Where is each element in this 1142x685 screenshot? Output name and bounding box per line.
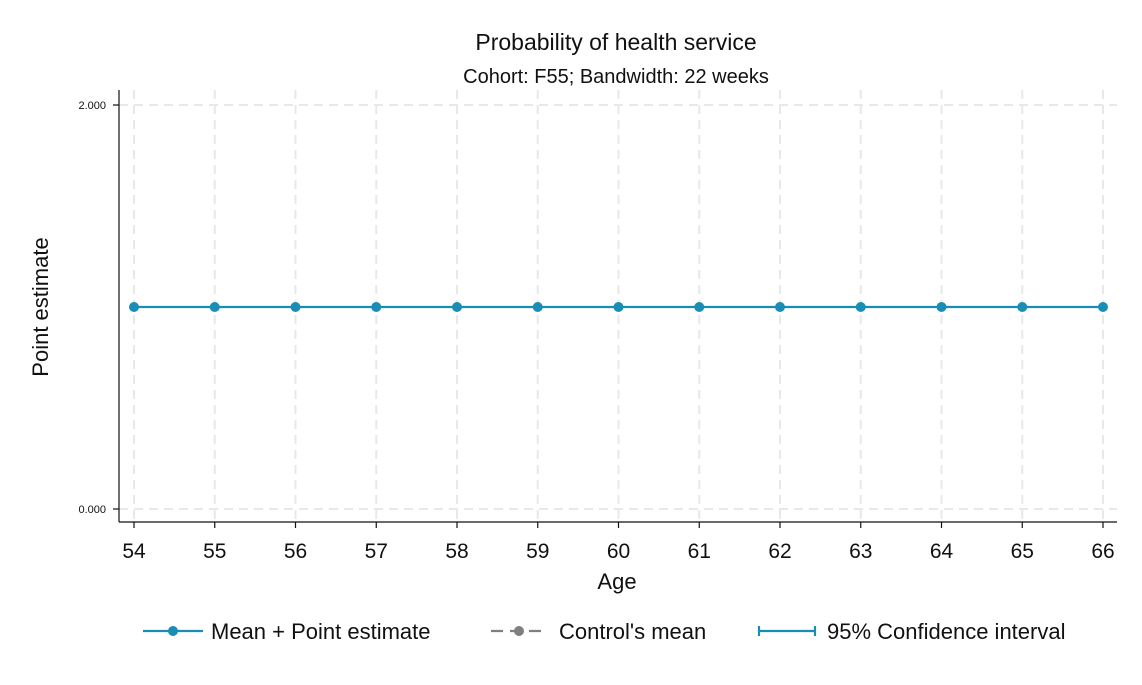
legend-label: Control's mean [559, 619, 706, 644]
data-point [452, 302, 462, 312]
series-group [129, 302, 1108, 312]
x-tick-label: 58 [445, 540, 468, 563]
data-point [290, 302, 301, 312]
x-tick-label: 66 [1091, 540, 1114, 563]
chart-title: Probability of health service [475, 29, 756, 55]
x-tick-label: 56 [284, 540, 307, 563]
data-point [613, 302, 624, 312]
x-tick-label: 61 [688, 540, 711, 563]
data-point [855, 302, 866, 312]
data-point [129, 302, 139, 312]
x-tick-label: 54 [122, 540, 146, 563]
y-tick-label: 2.000 [78, 100, 106, 112]
data-point [532, 302, 543, 312]
legend-item: 95% Confidence interval [757, 619, 1065, 644]
data-point [1098, 302, 1108, 312]
x-tick-label: 64 [930, 540, 954, 563]
x-tick-label: 65 [1011, 540, 1034, 563]
legend-label: Mean + Point estimate [211, 619, 431, 644]
legend-item: Control's mean [491, 619, 706, 644]
legend: Mean + Point estimate Control's mean 95% C… [143, 619, 1065, 644]
y-axis-title: Point estimate [28, 237, 53, 376]
legend-swatch-marker [168, 626, 178, 636]
x-tick-label: 55 [203, 540, 226, 563]
x-tick-label: 60 [607, 540, 630, 563]
x-tick-label: 59 [526, 540, 549, 563]
y-tick-label: 0.000 [78, 504, 106, 516]
x-tick-label: 63 [849, 540, 872, 563]
data-point [371, 302, 382, 312]
x-tick-label: 62 [768, 540, 791, 563]
legend-item: Mean + Point estimate [143, 619, 431, 644]
x-tick-label: 57 [365, 540, 388, 563]
chart-subtitle: Cohort: F55; Bandwidth: 22 weeks [463, 66, 769, 88]
legend-label: 95% Confidence interval [827, 619, 1065, 644]
data-point [936, 302, 947, 312]
x-axis-title: Age [597, 569, 636, 594]
data-point [694, 302, 705, 312]
legend-swatch-marker [514, 626, 524, 636]
data-point [775, 302, 785, 312]
axes: 54 55 56 57 58 59 60 61 62 63 64 65 66 0.000 2.000 [78, 90, 1117, 563]
data-point [1017, 302, 1028, 312]
data-point [209, 302, 220, 312]
